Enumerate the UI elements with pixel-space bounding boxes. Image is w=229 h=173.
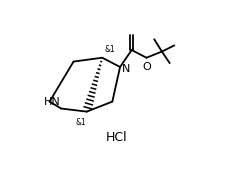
Text: N: N bbox=[122, 63, 130, 74]
Text: HCl: HCl bbox=[106, 131, 128, 144]
Text: O: O bbox=[142, 62, 151, 72]
Text: &1: &1 bbox=[105, 45, 115, 54]
Text: &1: &1 bbox=[76, 118, 87, 127]
Text: HN: HN bbox=[44, 97, 61, 107]
